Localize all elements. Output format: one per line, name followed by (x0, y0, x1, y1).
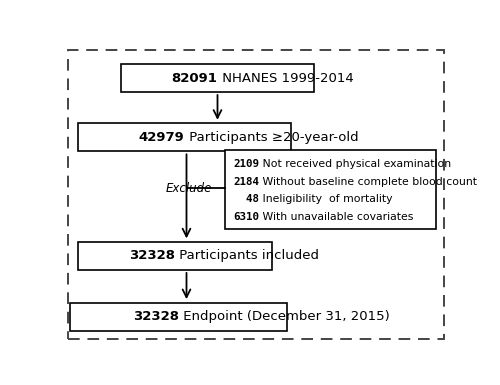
Text: 32328: 32328 (129, 249, 175, 263)
Text: NHANES 1999-2014: NHANES 1999-2014 (218, 72, 353, 85)
Text: Exclude: Exclude (166, 182, 212, 195)
Text: Participants ≥20-year-old: Participants ≥20-year-old (184, 131, 358, 144)
Bar (70, 303, 287, 331)
Bar (78, 242, 272, 270)
Text: Endpoint (December 31, 2015): Endpoint (December 31, 2015) (179, 310, 390, 323)
Text: Participants included: Participants included (175, 249, 319, 263)
Bar (225, 150, 436, 229)
Text: 48: 48 (234, 194, 260, 204)
Text: 2109: 2109 (234, 159, 260, 169)
Text: 42979: 42979 (139, 131, 184, 144)
Text: Not received physical examination: Not received physical examination (260, 159, 452, 169)
Bar (78, 123, 291, 151)
Text: 32328: 32328 (133, 310, 179, 323)
Text: 6310: 6310 (234, 212, 260, 222)
Bar (120, 64, 314, 92)
Text: With unavailable covariates: With unavailable covariates (260, 212, 414, 222)
Text: 82091: 82091 (172, 72, 218, 85)
Text: Without baseline complete blood count: Without baseline complete blood count (260, 177, 478, 187)
Text: Ineligibility  of mortality: Ineligibility of mortality (260, 194, 393, 204)
Text: 2184: 2184 (234, 177, 260, 187)
